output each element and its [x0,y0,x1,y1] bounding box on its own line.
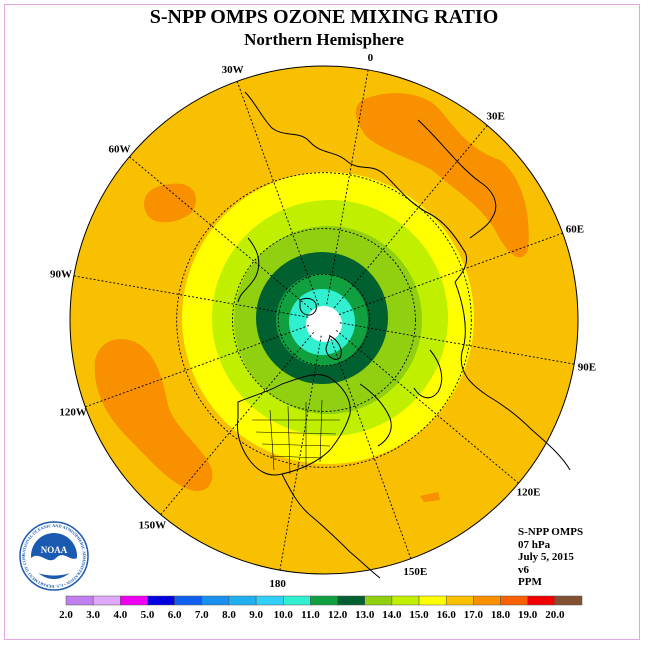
instrument-label: S-NPP OMPS [518,526,584,538]
border [261,443,331,447]
version-label: v6 [518,563,529,576]
longitude-labels: 90E 60E 30E 0 30W 60W 90W 120W 150W 180 150E 120E [50,52,596,590]
coastlines [237,91,571,579]
border [255,431,337,435]
color-swatch [174,595,203,606]
border [287,405,291,475]
color-swatch [473,595,501,606]
date-label: July 5, 2015 [518,551,574,563]
ozone-level-17-patch [144,183,197,223]
color-tick-label: 16.0 [437,609,457,621]
color-tick-label: 17.0 [464,609,484,621]
latitude-circle [232,228,416,412]
color-tick-label: 6.0 [168,609,182,621]
map-subtitle: Northern Hemisphere [244,30,404,49]
noaa-logo: NOAA NATIONAL OCEANIC AND ATMOSPHERIC AD… [18,520,89,591]
ozone-level-17-patch [94,339,213,491]
longitude-label: 120E [517,487,541,499]
color-tick-label: 15.0 [409,609,429,621]
color-tick-label: 7.0 [195,609,209,621]
coastline [359,383,392,447]
color-tick-label: 8.0 [222,609,236,621]
color-scale: 2.0 3.0 4.0 5.0 6.0 7.0 8.0 9.0 10.0 11.0 12.0 13.0… [59,595,583,621]
longitude-label: 150E [403,566,427,578]
color-tick-label: 4.0 [113,609,127,621]
ozone-level-17-patch [420,492,440,502]
units-label: PPM [518,576,542,588]
longitude-label: 30W [222,64,244,76]
lat-lon-graticule [73,69,575,571]
info-block: S-NPP OMPS 07 hPa July 5, 2015 v6 PPM [518,526,583,589]
color-swatch [255,595,284,606]
color-tick-label: 19.0 [518,609,538,621]
us-state-borders [252,399,340,475]
color-tick-label: 10.0 [274,609,294,621]
coastline [454,281,571,471]
color-swatch [92,595,121,606]
color-tick-label: 20.0 [545,609,565,621]
color-tick-label: 9.0 [249,609,263,621]
latitude-circle [277,273,371,367]
border [319,399,323,463]
longitude-label: 0 [368,52,374,64]
longitude-label: 90E [578,361,596,373]
color-tick-label: 3.0 [86,609,100,621]
figure-border [4,4,640,640]
coastline [413,349,443,399]
coastline [237,237,260,303]
color-swatch [554,595,583,606]
color-swatch [147,595,175,606]
color-tick-label: 11.0 [301,609,320,621]
color-swatch [337,595,365,606]
coastline-north-america [237,374,351,476]
logo-text: NOAA [41,545,68,555]
latitude-circle [176,172,472,468]
coastline [299,297,317,316]
color-swatch [65,595,94,606]
color-tick-label: 13.0 [355,609,375,621]
coastline [281,473,381,579]
longitude-label: 60E [566,224,584,236]
color-swatch [500,595,528,606]
longitude-label: 90W [50,269,72,281]
pressure-level-label: 07 hPa [518,538,551,551]
color-swatch [527,595,556,606]
longitude-label: 180 [269,578,286,590]
map-title: S-NPP OMPS OZONE MIXING RATIO [149,6,499,28]
longitude-label: 60W [108,143,130,155]
coastline [325,335,342,360]
logo-bird-wave [31,555,77,576]
map-boundary [69,65,579,575]
color-swatch [201,595,230,606]
color-swatch [445,595,474,606]
color-swatch [310,595,338,606]
ozone-field [70,66,578,574]
color-tick-label: 2.0 [59,609,73,621]
color-swatch [391,595,420,606]
color-swatch [120,595,148,606]
color-swatch [283,595,311,606]
longitude-label: 120W [59,406,87,418]
polar-night-no-data [306,306,342,342]
coastline [244,91,468,283]
color-swatch [418,595,447,606]
color-tick-label: 12.0 [328,609,348,621]
color-tick-label: 14.0 [382,609,402,621]
color-tick-label: 18.0 [491,609,511,621]
border [269,455,323,459]
color-swatch [228,595,257,606]
color-swatch [364,595,393,606]
border [269,409,275,471]
coastline [417,119,497,239]
ozone-level-17-patch [355,93,529,258]
longitude-label: 30E [486,110,504,122]
longitude-label: 150W [139,520,167,532]
color-tick-label: 5.0 [141,609,155,621]
